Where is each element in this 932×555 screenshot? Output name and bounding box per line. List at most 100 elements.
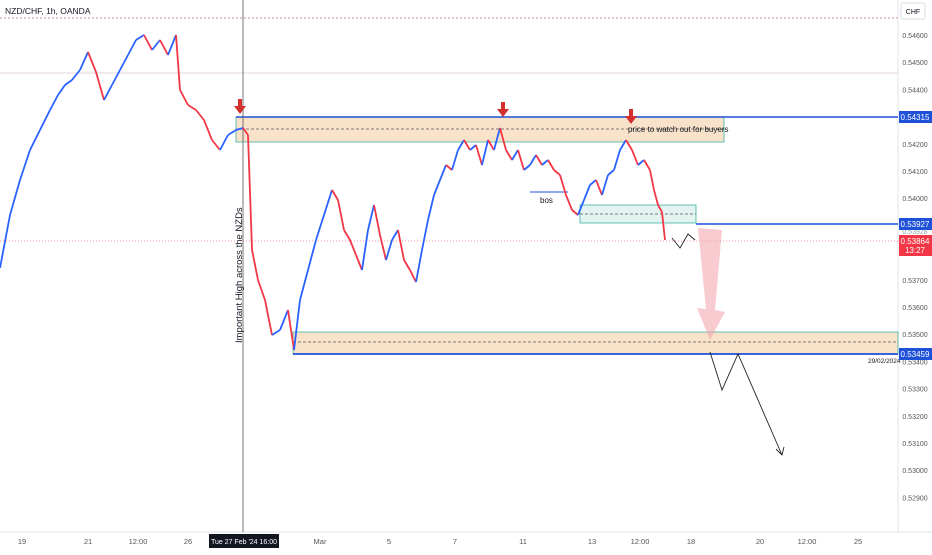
projection-path-long	[709, 351, 783, 456]
price-tick-label: 0.54200	[902, 142, 927, 149]
candle-segment	[661, 211, 666, 241]
candle-segment	[219, 134, 229, 151]
candle-segment	[571, 209, 579, 216]
plot-area[interactable]	[0, 0, 898, 532]
candle-segment	[367, 204, 375, 231]
price-tick-label: 0.54600	[902, 33, 927, 40]
candle-segment	[179, 89, 189, 106]
candle-segment	[323, 189, 333, 216]
candle-segment	[175, 34, 181, 91]
candle-segment	[529, 154, 537, 166]
candle-segment	[293, 299, 301, 351]
candle-segment	[403, 259, 411, 271]
vertical-note: Important High across the NZDs	[234, 207, 245, 343]
projection-arrow-pink	[697, 228, 725, 340]
price-tick-label: 0.53600	[902, 305, 927, 312]
candle-segment	[227, 129, 237, 136]
candle-segment	[421, 219, 429, 251]
candle-segment	[589, 179, 597, 186]
candle-segment	[649, 169, 655, 191]
candle-segment	[29, 129, 41, 151]
red-arrow-3	[625, 109, 637, 124]
candle-segment	[167, 34, 177, 56]
candle-segment	[511, 149, 519, 161]
supply-zone[interactable]	[235, 116, 725, 143]
candle-segment	[315, 214, 325, 241]
symbol-title: NZD/CHF, 1h, OANDA	[5, 6, 91, 16]
candle-segment	[87, 51, 97, 73]
candle-segment	[251, 249, 259, 281]
bos-label: bos	[540, 196, 553, 205]
candle-segment	[637, 159, 645, 166]
time-tick-label: 20	[756, 537, 764, 546]
candle-segment	[264, 299, 273, 336]
crosshair-date-text: Tue 27 Feb '24 16:00	[211, 539, 277, 546]
candle-segment	[57, 84, 66, 96]
candle-segment	[517, 149, 525, 171]
candle-segment	[299, 269, 309, 301]
candle-segment	[203, 119, 213, 141]
candle-segment	[535, 154, 543, 166]
candle-segment	[195, 109, 205, 121]
candle-segment	[631, 149, 639, 166]
candle-segment	[595, 179, 603, 196]
candle-segment	[343, 229, 351, 241]
candle-segment	[287, 309, 295, 351]
price-tick-label: 0.54400	[902, 87, 927, 94]
candle-segment	[111, 69, 121, 86]
time-tick-label: 12:00	[798, 537, 817, 546]
candle-segment	[451, 149, 459, 171]
candle-segment	[415, 249, 423, 283]
current-price-text: 0.53864	[901, 237, 930, 246]
candle-segment	[427, 194, 435, 221]
candle-segment	[103, 84, 113, 101]
candle-segment	[9, 179, 21, 216]
price-axis[interactable]: 0.546000.545000.544000.543000.542000.541…	[902, 33, 927, 502]
candle-segment	[247, 134, 253, 251]
countdown-text: 13:27	[905, 246, 926, 255]
candle-segment	[409, 269, 417, 283]
demand-zone[interactable]	[292, 331, 899, 355]
mid-level-price-text: 0.53927	[901, 220, 930, 229]
price-tick-label: 0.54100	[902, 169, 927, 176]
candle-segment	[271, 329, 281, 336]
crosshair-date-tag	[209, 534, 279, 548]
price-tick-label: 0.54000	[902, 196, 927, 203]
price-tick-label: 0.53300	[902, 387, 927, 394]
price-tick-label: 0.53200	[902, 414, 927, 421]
time-tick-label: 26	[184, 537, 192, 546]
candle-segment	[349, 239, 357, 256]
candle-segment	[39, 109, 51, 131]
candle-segment	[475, 144, 483, 166]
candle-segment	[565, 194, 573, 211]
red-arrow-2	[497, 102, 509, 117]
currency-button-label: CHF	[906, 9, 920, 16]
candle-segment	[235, 127, 244, 131]
candle-segment	[385, 239, 393, 261]
price-tick-label: 0.53400	[902, 359, 927, 366]
candle-segment	[64, 79, 73, 86]
time-tick-label: 19	[18, 537, 26, 546]
candle-segment	[577, 199, 585, 216]
time-axis[interactable]: 19 21 12:00 26 Mar 5 7 11 13 12:00 18 20 12:00 25	[18, 537, 862, 546]
resistance-price-text: 0.54315	[901, 113, 930, 122]
time-tick-label: Mar	[314, 537, 327, 546]
candle-segment	[19, 149, 31, 181]
price-tick-label: 0.52900	[902, 495, 927, 502]
date-note: 29/02/2024	[868, 358, 901, 365]
red-arrow-1	[234, 99, 246, 114]
candle-segment	[619, 139, 627, 151]
candle-segment	[379, 234, 387, 261]
candle-segment	[71, 69, 81, 81]
candle-segment	[119, 54, 129, 71]
candle-segment	[439, 164, 447, 181]
price-tick-label: 0.53100	[902, 441, 927, 448]
candle-segment	[391, 229, 399, 241]
time-tick-label: 25	[854, 537, 862, 546]
price-tick-label: 0.53500	[902, 332, 927, 339]
candle-segment	[547, 159, 555, 171]
currency-button[interactable]	[900, 2, 926, 20]
candle-segment	[211, 139, 221, 151]
